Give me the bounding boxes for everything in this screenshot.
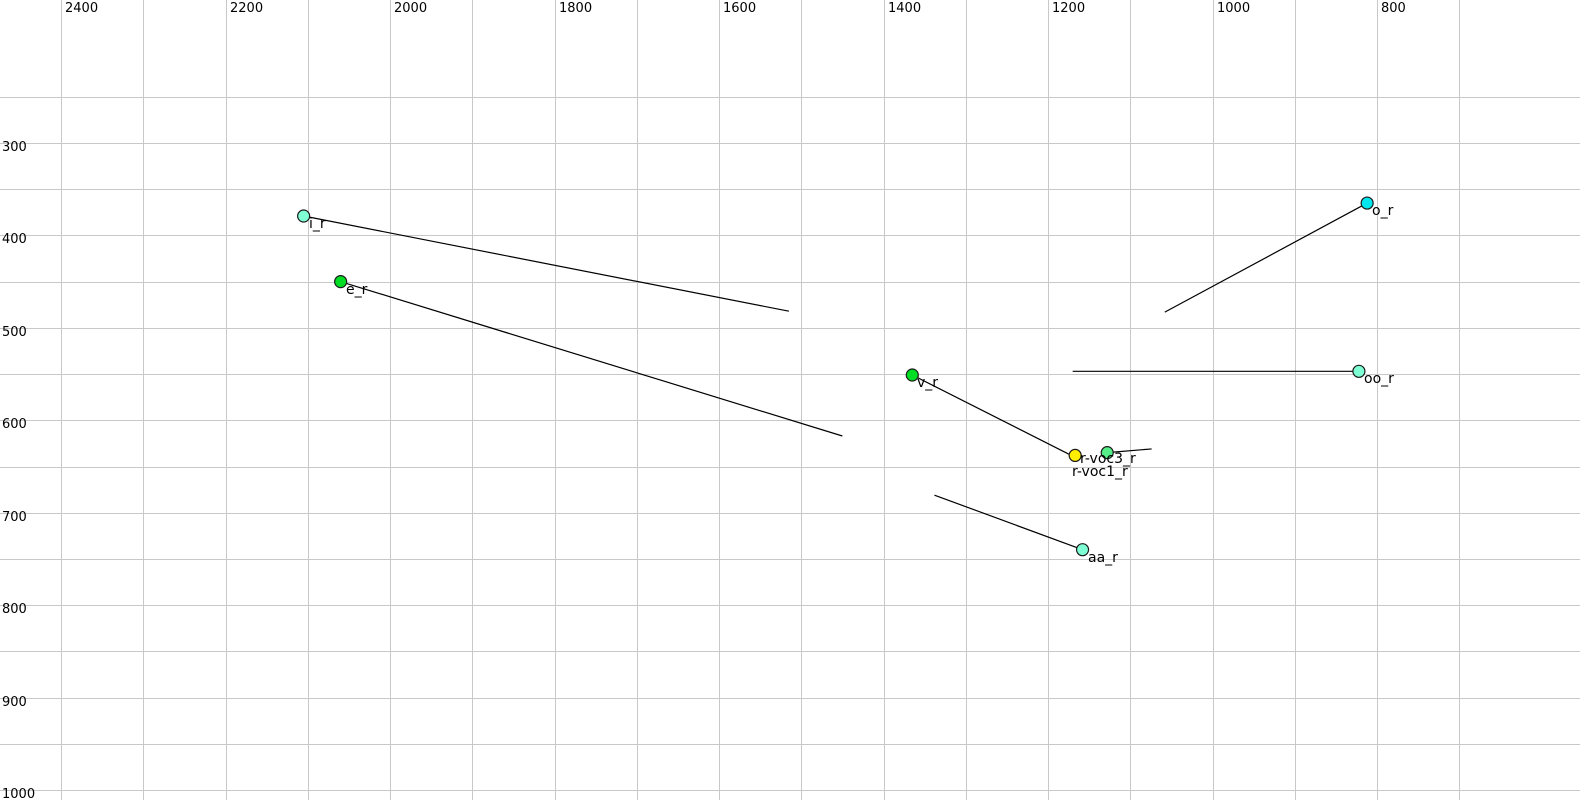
x-tick-label: 2400 <box>65 1 99 16</box>
vowel-point-label: aa_r <box>1088 550 1118 566</box>
vowel-point-label: r-voc1_r <box>1072 464 1128 480</box>
y-tick-label: 300 <box>2 140 27 155</box>
x-tick-label: 2200 <box>230 1 264 16</box>
y-tick-label: 500 <box>2 325 27 340</box>
vowel-point-marker[interactable] <box>1100 446 1114 460</box>
vowel-point-label: oo_r <box>1364 371 1394 387</box>
formant-track-line <box>934 494 1083 551</box>
formant-track-line <box>340 281 843 437</box>
vowel-point-label: v_r <box>917 375 939 391</box>
x-tick-label: 2000 <box>394 1 428 16</box>
vowel-point-marker[interactable] <box>334 275 348 289</box>
x-tick-label: 1000 <box>1217 1 1251 16</box>
y-tick-label: 1000 <box>2 787 36 800</box>
vowel-point-marker[interactable] <box>1360 196 1374 210</box>
y-tick-label: 800 <box>2 602 27 617</box>
vowel-point-label: o_r <box>1372 203 1394 219</box>
vowel-point-marker[interactable] <box>1068 448 1082 463</box>
formant-track-line <box>1164 202 1368 313</box>
formant-track-line <box>1107 448 1152 454</box>
x-tick-label: 1800 <box>559 1 593 16</box>
formant-track-line <box>912 374 1078 459</box>
vowel-point-marker[interactable] <box>905 368 919 382</box>
x-tick-label: 1400 <box>888 1 922 16</box>
y-tick-label: 700 <box>2 510 27 525</box>
formant-track-line <box>303 215 790 312</box>
y-tick-label: 900 <box>2 695 27 710</box>
vowel-point-marker[interactable] <box>1352 364 1366 378</box>
vowel-point-marker[interactable] <box>297 209 311 223</box>
vowel-point-label: i_r <box>309 216 326 232</box>
y-tick-label: 400 <box>2 232 27 247</box>
vowel-point-label: e_r <box>346 282 368 298</box>
x-tick-label: 1200 <box>1052 1 1086 16</box>
x-tick-label: 800 <box>1381 1 1406 16</box>
x-tick-label: 1600 <box>723 1 757 16</box>
vowel-point-marker[interactable] <box>1075 543 1090 557</box>
y-tick-label: 600 <box>2 417 27 432</box>
vowel-point-label: r-voc3_r <box>1080 451 1136 467</box>
